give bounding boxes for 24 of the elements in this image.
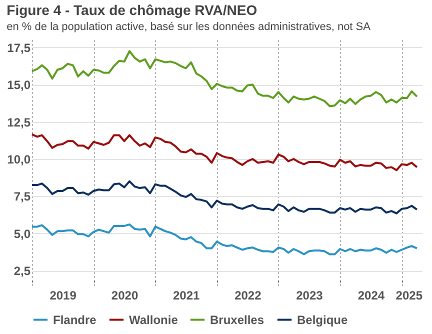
chart-title: Figure 4 - Taux de chômage RVA/NEO: [6, 2, 258, 18]
legend-label: Flandre: [53, 312, 97, 327]
y-tick-label: 12,5: [7, 115, 31, 130]
x-tick-label: 2023: [296, 288, 324, 302]
y-tick-label: 5,0: [14, 226, 31, 241]
x-tick-label: 2024: [358, 288, 385, 302]
line-series: [31, 133, 418, 172]
x-tick-label: 2022: [234, 288, 262, 302]
legend-label: Belgique: [297, 312, 348, 327]
x-tick-label: 2020: [111, 288, 138, 302]
y-tick-label: 10,0: [7, 152, 31, 167]
y-tick-label: 17,5: [7, 40, 31, 55]
x-tick-label: 2021: [172, 288, 200, 302]
line-series: [31, 180, 418, 214]
line-series: [31, 50, 418, 108]
y-tick-label: 2,5: [14, 264, 31, 278]
line-series: [31, 223, 418, 256]
y-tick-label: 7,5: [14, 190, 31, 204]
legend-label: Wallonie: [129, 312, 178, 327]
x-tick-label: 2019: [50, 288, 77, 302]
y-tick-label: 15,0: [7, 78, 31, 92]
x-tick-label: 2025: [396, 288, 423, 302]
chart-subtitle: en % de la population active, basé sur les données administratives, not SA: [6, 21, 372, 33]
legend-label: Bruxelles: [210, 312, 264, 327]
